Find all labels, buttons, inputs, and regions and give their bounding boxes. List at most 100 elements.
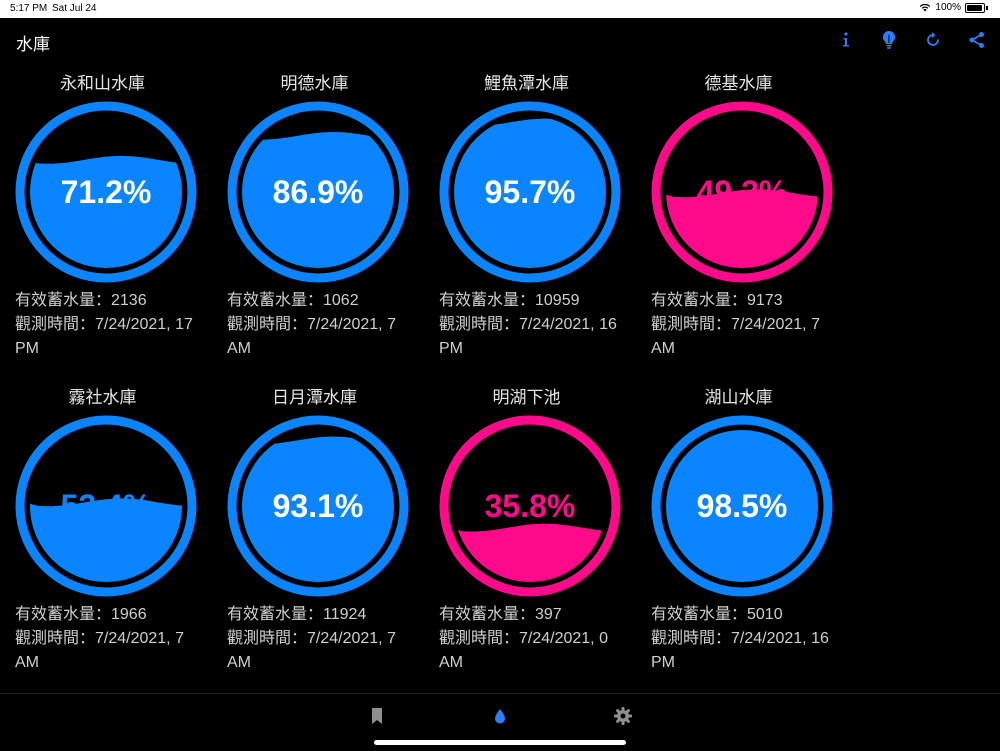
reservoir-card[interactable]: 永和山水庫 71.2% 有效蓄水量：2136 觀測時間：7/24/2021, 17 P… <box>15 73 205 361</box>
gauge-graphic <box>15 101 197 283</box>
reservoir-card[interactable]: 明德水庫 86.9% 有效蓄水量：1062 觀測時間：7/24/2021, 7 AM <box>227 73 417 361</box>
bookmark-icon <box>372 708 382 724</box>
water-level-gauge: 52.4% <box>15 415 197 597</box>
share-icon <box>969 32 984 48</box>
reservoir-info: 有效蓄水量：9173 觀測時間：7/24/2021, 7 AM <box>651 289 841 361</box>
storage-text: 有效蓄水量：11924 <box>227 606 367 623</box>
reservoir-card[interactable]: 日月潭水庫 93.1% 有效蓄水量：11924 觀測時間：7/24/2021, 7 A… <box>227 387 417 675</box>
reservoir-percent: 98.5% <box>696 487 788 524</box>
gauge-graphic <box>439 415 621 597</box>
storage-text: 有效蓄水量：2136 <box>15 292 147 309</box>
reservoir-name: 明湖下池 <box>492 388 561 407</box>
water-level-gauge: 71.2% <box>15 101 197 283</box>
reservoir-name: 永和山水庫 <box>60 74 145 93</box>
reservoir-info: 有效蓄水量：10959 觀測時間：7/24/2021, 16 PM <box>439 289 629 361</box>
gauge-ring <box>227 415 409 597</box>
water-level-gauge: 86.9% <box>227 101 409 283</box>
observation-time-text: 觀測時間：7/24/2021, 17 PM <box>15 316 193 357</box>
tab-reservoirs[interactable] <box>488 704 512 728</box>
reservoir-info: 有效蓄水量：397 觀測時間：7/24/2021, 0 AM <box>439 603 629 675</box>
info-icon <box>843 32 849 47</box>
water-fill <box>666 189 818 268</box>
status-date: Sat Jul 24 <box>52 3 97 14</box>
wifi-icon <box>920 3 931 12</box>
reservoir-card[interactable]: 湖山水庫 98.5% 有效蓄水量：5010 觀測時間：7/24/2021, 16 PM <box>651 387 841 675</box>
reservoir-info: 有效蓄水量：1062 觀測時間：7/24/2021, 7 AM <box>227 289 417 361</box>
gauge-graphic <box>439 101 621 283</box>
observation-time-text: 觀測時間：7/24/2021, 7 AM <box>15 630 184 671</box>
reservoir-percent: 93.1% <box>272 487 364 524</box>
reservoir-name: 日月潭水庫 <box>272 388 357 407</box>
info-button[interactable] <box>834 28 858 52</box>
lightbulb-icon <box>882 30 896 49</box>
gauge-ring <box>227 101 409 283</box>
observation-time-text: 觀測時間：7/24/2021, 7 AM <box>651 316 820 357</box>
battery-percent: 100% <box>935 2 961 13</box>
water-fill <box>30 498 182 582</box>
reservoir-name: 德基水庫 <box>704 74 773 93</box>
storage-text: 有效蓄水量：9173 <box>651 292 783 309</box>
water-fill <box>666 430 818 582</box>
reservoir-card[interactable]: 鯉魚潭水庫 95.7% 有效蓄水量：10959 觀測時間：7/24/2021, 16 … <box>439 73 629 361</box>
water-level-gauge: 93.1% <box>227 415 409 597</box>
water-drop-icon <box>495 709 505 724</box>
water-fill <box>242 131 394 268</box>
page-title: 水庫 <box>16 35 50 54</box>
gauge-ring <box>15 415 197 597</box>
gear-icon <box>614 707 632 725</box>
battery-cap <box>986 5 988 10</box>
reservoir-percent: 95.7% <box>484 173 576 210</box>
status-right: 100% <box>919 2 988 13</box>
reservoir-percent: 52.4% <box>60 487 152 524</box>
gauge-graphic <box>651 415 833 597</box>
storage-text: 有效蓄水量：10959 <box>439 292 580 309</box>
observation-time-text: 觀測時間：7/24/2021, 7 AM <box>227 630 396 671</box>
gauge-graphic <box>651 101 833 283</box>
reservoir-card[interactable]: 德基水庫 49.2% 有效蓄水量：9173 觀測時間：7/24/2021, 7 AM <box>651 73 841 361</box>
reservoir-name: 鯉魚潭水庫 <box>484 74 569 93</box>
reservoir-percent: 49.2% <box>696 173 788 210</box>
gauge-ring <box>651 101 833 283</box>
nav-bar: 水庫 <box>0 18 1000 62</box>
water-fill <box>30 155 182 268</box>
reservoir-name: 湖山水庫 <box>704 388 773 407</box>
tab-settings[interactable] <box>611 704 635 728</box>
reservoir-info: 有效蓄水量：2136 觀測時間：7/24/2021, 17 PM <box>15 289 205 361</box>
gauge-ring <box>15 101 197 283</box>
gauge-ring <box>439 415 621 597</box>
observation-time-text: 觀測時間：7/24/2021, 0 AM <box>439 630 608 671</box>
refresh-button[interactable] <box>921 28 945 52</box>
reservoir-percent: 86.9% <box>272 173 364 210</box>
reservoir-name: 明德水庫 <box>280 74 349 93</box>
gauge-ring <box>439 101 621 283</box>
reservoir-card[interactable]: 霧社水庫 52.4% 有效蓄水量：1966 觀測時間：7/24/2021, 7 AM <box>15 387 205 675</box>
storage-text: 有效蓄水量：397 <box>439 606 562 623</box>
reservoir-card[interactable]: 明湖下池 35.8% 有效蓄水量：397 觀測時間：7/24/2021, 0 AM <box>439 387 629 675</box>
reservoir-percent: 35.8% <box>484 487 576 524</box>
reservoir-info: 有效蓄水量：1966 觀測時間：7/24/2021, 7 AM <box>15 603 205 675</box>
share-button[interactable] <box>965 28 989 52</box>
gauge-ring <box>651 415 833 597</box>
water-level-gauge: 98.5% <box>651 415 833 597</box>
gauge-graphic <box>227 415 409 597</box>
reservoir-name: 霧社水庫 <box>68 388 137 407</box>
reservoir-percent: 71.2% <box>60 173 152 210</box>
gauge-graphic <box>227 101 409 283</box>
home-indicator <box>374 740 626 745</box>
status-bar: 5:17 PM Sat Jul 24 100% <box>0 0 1000 18</box>
tab-bookmarks[interactable] <box>365 704 389 728</box>
water-fill <box>242 436 394 582</box>
water-level-gauge: 49.2% <box>651 101 833 283</box>
storage-text: 有效蓄水量：1062 <box>227 292 359 309</box>
storage-text: 有效蓄水量：5010 <box>651 606 783 623</box>
reservoir-info: 有效蓄水量：5010 觀測時間：7/24/2021, 16 PM <box>651 603 841 675</box>
battery-icon <box>965 2 985 13</box>
storage-text: 有效蓄水量：1966 <box>15 606 147 623</box>
water-fill <box>454 118 606 268</box>
observation-time-text: 觀測時間：7/24/2021, 7 AM <box>227 316 396 357</box>
water-level-gauge: 95.7% <box>439 101 621 283</box>
observation-time-text: 觀測時間：7/24/2021, 16 PM <box>439 316 617 357</box>
observation-time-text: 觀測時間：7/24/2021, 16 PM <box>651 630 829 671</box>
refresh-icon <box>927 32 939 46</box>
tip-button[interactable] <box>877 28 901 52</box>
